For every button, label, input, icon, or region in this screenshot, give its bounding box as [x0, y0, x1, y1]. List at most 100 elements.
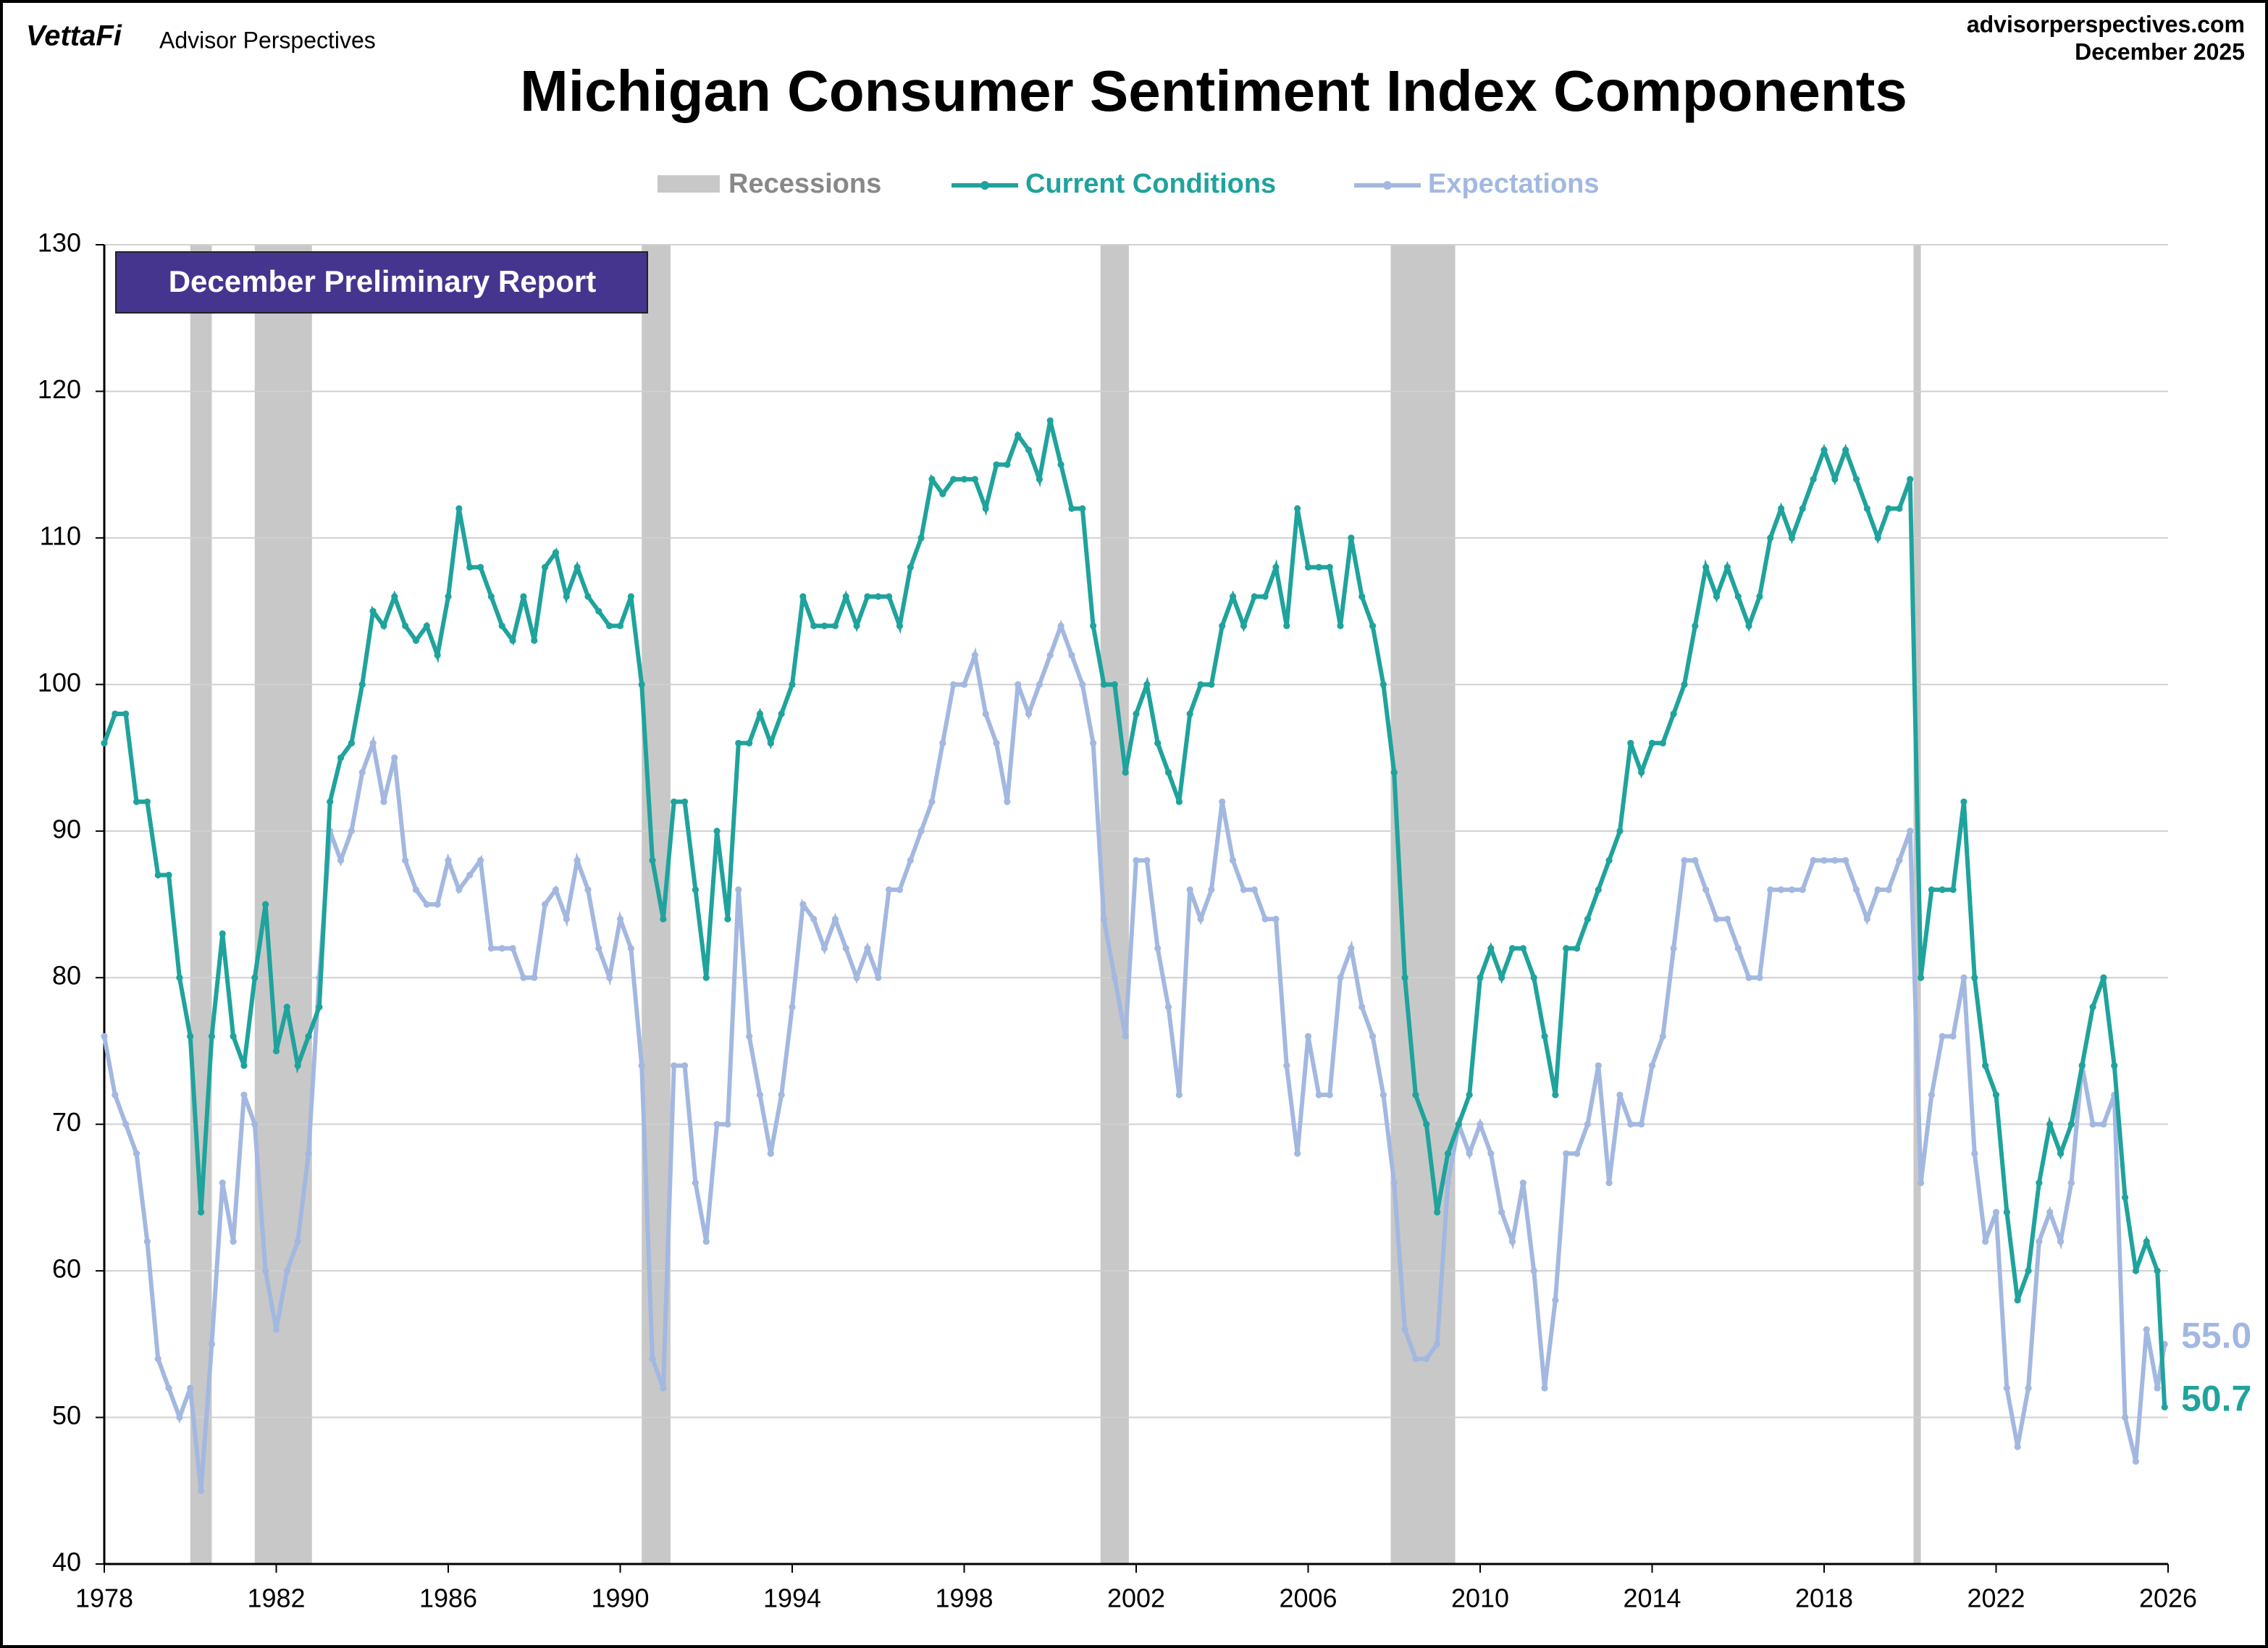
- data-point: [649, 1355, 656, 1363]
- brand: VettaFi: [26, 20, 122, 52]
- legend-swatch: [658, 175, 720, 193]
- data-point: [1283, 622, 1290, 629]
- data-point: [1852, 476, 1860, 483]
- data-point: [402, 857, 409, 864]
- data-point: [1896, 505, 1903, 513]
- data-point: [1498, 1208, 1505, 1216]
- legend-label: Recessions: [728, 169, 881, 199]
- data-point: [724, 915, 731, 922]
- x-tick-label: 2002: [1107, 1584, 1165, 1613]
- data-point: [638, 681, 645, 688]
- data-point: [842, 945, 849, 952]
- data-point: [1874, 534, 1881, 542]
- data-point: [219, 930, 226, 938]
- data-point: [1692, 857, 1699, 864]
- data-point: [1659, 1033, 1666, 1040]
- data-point: [1767, 534, 1774, 542]
- data-point: [1379, 1091, 1387, 1098]
- data-point: [455, 886, 463, 894]
- data-point: [896, 886, 904, 894]
- y-tick-label: 110: [40, 521, 81, 550]
- end-label: 55.0: [2181, 1316, 2251, 1356]
- data-point: [1122, 1033, 1129, 1040]
- data-point: [176, 1413, 183, 1421]
- x-tick-label: 2010: [1451, 1584, 1509, 1613]
- data-point: [1885, 505, 1892, 513]
- data-point: [606, 974, 613, 981]
- data-point: [1143, 681, 1151, 688]
- data-point: [466, 871, 474, 879]
- data-point: [1519, 1180, 1526, 1187]
- data-point: [1186, 886, 1193, 894]
- data-point: [1111, 681, 1118, 688]
- data-point: [154, 871, 161, 879]
- data-point: [1810, 476, 1817, 483]
- data-point: [552, 549, 560, 556]
- data-point: [756, 710, 764, 718]
- data-point: [1692, 622, 1699, 629]
- data-point: [1960, 974, 1967, 981]
- data-point: [1057, 461, 1064, 468]
- data-point: [1971, 974, 1978, 981]
- data-point: [240, 1091, 248, 1098]
- data-point: [2003, 1208, 2010, 1216]
- data-point: [671, 798, 678, 805]
- data-point: [1831, 857, 1839, 864]
- data-point: [348, 739, 356, 747]
- data-point: [831, 622, 839, 629]
- data-point: [767, 1150, 774, 1157]
- data-point: [799, 901, 807, 908]
- data-point: [187, 1384, 194, 1392]
- data-point: [230, 1238, 237, 1245]
- data-point: [574, 857, 581, 864]
- y-tick-label: 100: [38, 668, 81, 697]
- data-point: [671, 1062, 678, 1069]
- data-point: [1713, 915, 1721, 922]
- data-point: [928, 798, 936, 805]
- data-point: [305, 1150, 312, 1157]
- data-point: [1229, 593, 1237, 600]
- data-point: [1036, 476, 1043, 483]
- data-point: [445, 857, 452, 864]
- data-point: [1627, 739, 1634, 747]
- data-point: [756, 1091, 764, 1098]
- data-point: [1100, 681, 1108, 688]
- data-point: [208, 1033, 216, 1040]
- data-point: [1573, 1150, 1581, 1157]
- data-point: [197, 1208, 205, 1216]
- data-point: [1541, 1033, 1548, 1040]
- data-point: [1036, 681, 1043, 688]
- data-point: [1595, 886, 1602, 894]
- data-point: [391, 593, 398, 600]
- data-point: [1863, 505, 1870, 513]
- data-point: [1358, 593, 1366, 600]
- data-point: [595, 608, 602, 615]
- data-point: [1068, 652, 1075, 659]
- data-point: [702, 1238, 710, 1245]
- data-point: [917, 534, 925, 542]
- data-point: [2143, 1238, 2150, 1245]
- data-point: [498, 622, 505, 629]
- data-point: [595, 945, 602, 952]
- data-point: [1638, 1121, 1645, 1128]
- data-point: [1315, 1091, 1322, 1098]
- data-point: [2132, 1267, 2140, 1274]
- data-point: [1681, 857, 1688, 864]
- data-point: [154, 1355, 161, 1363]
- data-point: [767, 739, 774, 747]
- data-point: [552, 886, 560, 894]
- data-point: [2025, 1384, 2032, 1392]
- data-point: [531, 637, 538, 644]
- data-point: [434, 901, 441, 908]
- data-point: [1090, 622, 1097, 629]
- data-point: [2046, 1121, 2054, 1128]
- data-point: [928, 476, 936, 483]
- data-point: [1530, 974, 1537, 981]
- data-point: [208, 1340, 216, 1348]
- data-point: [1852, 886, 1860, 894]
- data-point: [1455, 1121, 1462, 1128]
- data-point: [1573, 945, 1581, 952]
- data-point: [1605, 857, 1613, 864]
- data-point: [1745, 974, 1752, 981]
- data-point: [2154, 1384, 2161, 1392]
